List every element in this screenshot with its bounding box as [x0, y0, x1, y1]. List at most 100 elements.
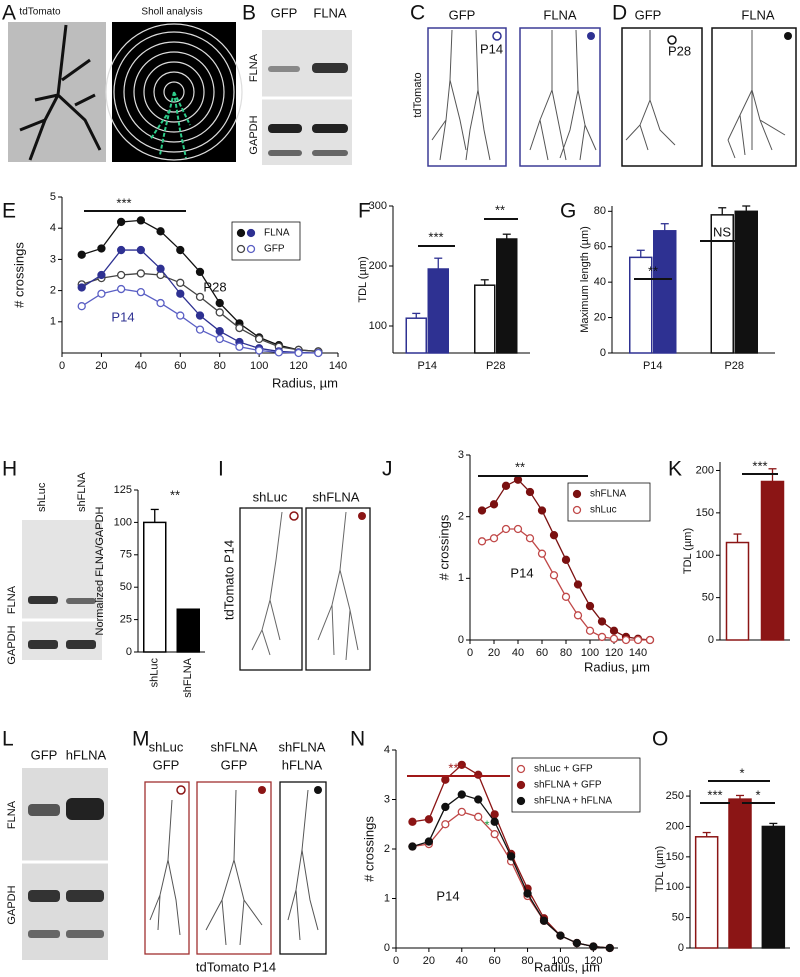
y-tick-label: 4 [50, 222, 56, 234]
point [176, 278, 185, 287]
y-tick-label: 1 [50, 316, 56, 328]
annotation: * [755, 787, 760, 802]
panel-label: C [410, 2, 425, 25]
band [66, 890, 104, 902]
x-tick-label: 60 [174, 360, 186, 372]
bar [405, 317, 427, 354]
point [77, 283, 86, 292]
column-label: hFLNA [282, 757, 323, 772]
x-tick-label: 140 [629, 647, 647, 659]
y-tick-label: 40 [594, 276, 606, 288]
legend-box [567, 482, 651, 522]
point [501, 524, 511, 534]
point [573, 580, 583, 589]
x-tick-label: 20 [488, 647, 500, 659]
band [66, 930, 104, 938]
legend-label: shLuc + GFP [534, 764, 593, 775]
legend-box [231, 221, 301, 261]
y-tick-label: 0 [126, 646, 132, 658]
y-tick-label: 0 [678, 942, 684, 954]
y-tick-label: 0 [458, 634, 464, 646]
y-tick-label: 2 [458, 511, 464, 523]
age-label: P14 [480, 41, 503, 56]
panel-b: B GFP FLNA FLNA GAPDH [242, 2, 352, 165]
panel-a: A tdTomato Sholl analysis [2, 2, 243, 162]
annotation: ** [170, 487, 180, 502]
y-tick-label: 50 [672, 912, 684, 924]
column-label: shFLNA [211, 739, 258, 754]
column-label: shFLNA [279, 739, 326, 754]
neuron-frame [144, 781, 190, 955]
legend-box [511, 757, 641, 813]
y-tick-label: 100 [696, 549, 714, 561]
x-tick-label: 80 [521, 955, 533, 967]
point [525, 534, 535, 543]
y-tick-label: 50 [120, 581, 132, 593]
point [597, 632, 607, 642]
y-tick-label: 100 [369, 320, 387, 332]
lane-label: GFP [31, 747, 58, 762]
y-tick-label: 150 [666, 851, 684, 863]
point [490, 830, 499, 839]
point [254, 334, 264, 344]
panel-label: H [2, 458, 17, 481]
y-tick-label: 0 [600, 347, 606, 359]
neuron-frame [621, 27, 703, 167]
band [312, 124, 348, 133]
point [195, 325, 205, 334]
legend-label: FLNA [264, 228, 290, 239]
y-tick-label: 200 [696, 464, 714, 476]
point [254, 346, 264, 355]
annotation: ** [648, 263, 658, 278]
x-axis-label: Radius, µm [272, 375, 338, 390]
y-tick-label: 1 [458, 572, 464, 584]
panel-label: M [132, 728, 150, 751]
y-axis-label: TDL (µm) [357, 256, 369, 302]
point [457, 807, 466, 817]
point [549, 531, 559, 540]
bar [761, 825, 786, 949]
point [116, 245, 126, 255]
annotation: P28 [203, 279, 226, 294]
annotation: *** [428, 229, 443, 244]
marker-icon [784, 32, 792, 40]
y-tick-label: 1 [384, 892, 390, 904]
y-tick-label: 60 [594, 241, 606, 253]
x-tick-label: 40 [456, 955, 468, 967]
bar [653, 230, 677, 354]
x-tick-label: 0 [393, 955, 399, 967]
point [561, 555, 571, 564]
bar [734, 210, 758, 354]
panel-c: C GFP FLNA P14 tdTomato [410, 2, 601, 167]
column-label: GFP [449, 7, 476, 22]
band [66, 640, 96, 649]
point [561, 592, 571, 601]
annotation: NS [713, 224, 731, 239]
neuron-image [19, 24, 102, 161]
series-line [412, 811, 610, 949]
column-label: shFLNA [313, 489, 360, 504]
annotation: * [484, 817, 489, 832]
y-axis-label: TDL (µm) [654, 846, 666, 892]
point [156, 298, 165, 308]
y-tick-label: 0 [708, 634, 714, 646]
annotation: *** [116, 195, 131, 210]
column-label: shLuc [149, 739, 184, 754]
point [477, 537, 487, 546]
point [609, 626, 619, 635]
point [537, 506, 547, 515]
band [28, 804, 60, 816]
panel-d: D GFP FLNA P28 [612, 2, 797, 167]
point [513, 475, 523, 484]
point [116, 217, 126, 227]
image-title: Sholl analysis [141, 7, 202, 18]
caption: tdTomato P14 [196, 959, 276, 974]
bar [629, 256, 653, 354]
panel-label: G [560, 200, 576, 223]
marker-icon [258, 786, 266, 794]
series-line [412, 793, 610, 949]
point [235, 342, 244, 351]
point [549, 571, 559, 580]
point [523, 889, 532, 898]
neuron-trace [431, 29, 491, 161]
